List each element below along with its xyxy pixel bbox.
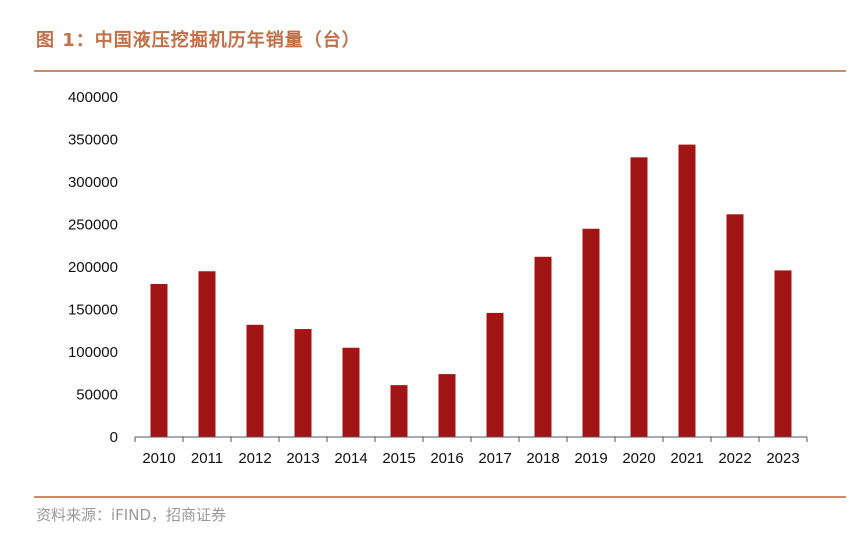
bar-2019 — [582, 228, 600, 437]
y-tick-label: 100000 — [68, 344, 118, 361]
bar-chart: 0 50000 100000 150000 200000 250000 300000 3500… — [68, 89, 808, 467]
bar-2018 — [534, 256, 552, 437]
y-tick-label: 250000 — [68, 217, 118, 234]
x-tick-label: 2012 — [238, 450, 271, 467]
x-tick-label: 2015 — [382, 450, 415, 467]
bar-2020 — [630, 157, 648, 437]
bottom-divider — [34, 496, 846, 498]
bar-2016 — [438, 374, 456, 437]
top-divider — [34, 70, 846, 72]
bars — [150, 144, 792, 437]
x-tick-label: 2019 — [574, 450, 607, 467]
bar-2022 — [726, 214, 744, 437]
y-tick-label: 50000 — [76, 387, 118, 404]
y-tick-label: 300000 — [68, 174, 118, 191]
bar-2017 — [486, 312, 504, 437]
x-tick-label: 2018 — [526, 450, 559, 467]
bar-2010 — [150, 284, 168, 437]
x-tick-label: 2017 — [478, 450, 511, 467]
bar-2023 — [774, 270, 792, 437]
figure-title: 图 1：中国液压挖掘机历年销量（台） — [36, 30, 361, 51]
x-tick-label: 2011 — [191, 450, 223, 467]
x-tick-label: 2021 — [670, 450, 703, 467]
y-tick-label: 400000 — [68, 89, 118, 106]
x-tick-label: 2020 — [622, 450, 655, 467]
x-axis: 2010 2011 2012 2013 2014 2015 2016 2017 2018 2019… — [134, 437, 808, 467]
bar-2012 — [246, 324, 264, 437]
x-tick-label: 2023 — [766, 450, 799, 467]
bar-2021 — [678, 144, 696, 437]
x-tick-label: 2022 — [718, 450, 751, 467]
bar-2013 — [294, 329, 312, 437]
y-tick-label: 150000 — [68, 302, 118, 319]
y-axis: 0 50000 100000 150000 200000 250000 300000 3500… — [68, 89, 118, 446]
y-tick-label: 200000 — [68, 259, 118, 276]
bar-2014 — [342, 347, 360, 437]
y-tick-label: 0 — [110, 429, 118, 446]
y-tick-label: 350000 — [68, 132, 118, 149]
x-tick-label: 2014 — [334, 450, 367, 467]
bar-2015 — [390, 385, 408, 437]
x-tick-label: 2010 — [142, 450, 175, 467]
source-note: 资料来源：iFIND，招商证券 — [36, 506, 226, 524]
bar-2011 — [198, 271, 216, 437]
x-tick-label: 2013 — [286, 450, 319, 467]
x-tick-label: 2016 — [430, 450, 463, 467]
